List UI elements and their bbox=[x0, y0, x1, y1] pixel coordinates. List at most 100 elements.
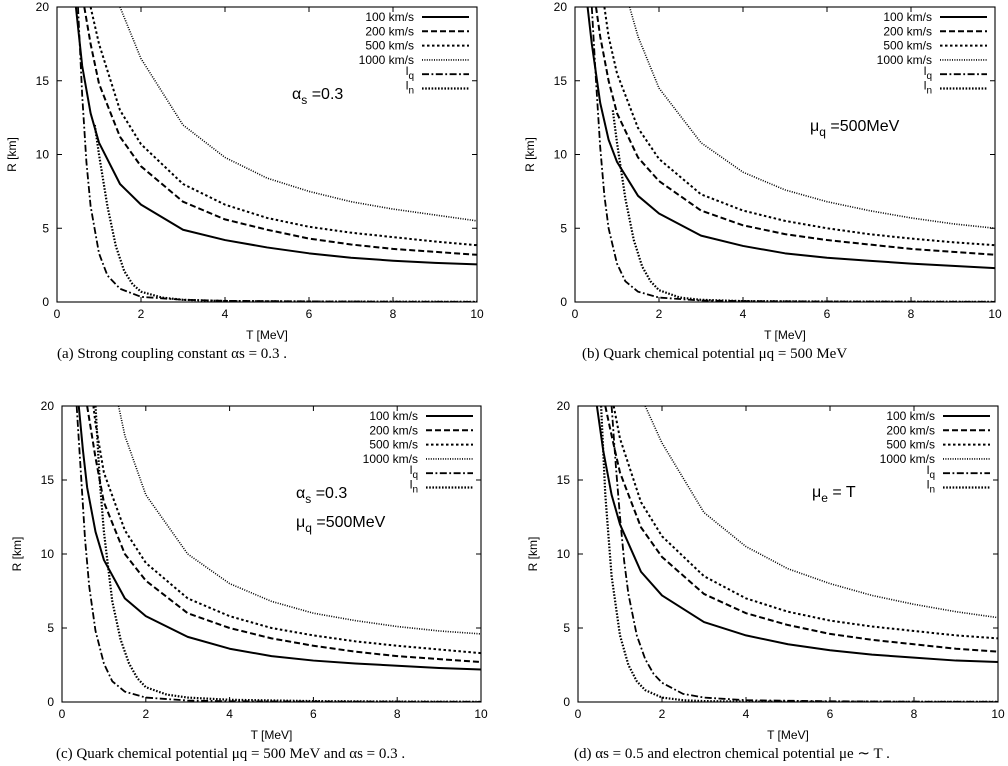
legend-label: lq bbox=[927, 463, 935, 481]
x-tick-label: 6 bbox=[827, 707, 834, 721]
series-line bbox=[595, 7, 995, 256]
x-axis-label: T [MeV] bbox=[246, 328, 288, 342]
y-axis-label: R [km] bbox=[5, 137, 19, 172]
legend-label: lq bbox=[924, 64, 932, 82]
y-tick-label: 15 bbox=[557, 473, 571, 487]
x-tick-label: 10 bbox=[988, 307, 1002, 321]
x-axis-label: T [MeV] bbox=[767, 728, 809, 742]
legend-label: 500 km/s bbox=[886, 438, 935, 452]
plot-annotation: μq =500MeV bbox=[296, 514, 386, 535]
legend-label: 100 km/s bbox=[883, 10, 932, 24]
series-line bbox=[600, 406, 998, 702]
y-tick-label: 5 bbox=[47, 621, 54, 635]
series-group bbox=[595, 406, 998, 702]
x-axis-label: T [MeV] bbox=[251, 728, 293, 742]
x-tick-label: 4 bbox=[740, 307, 747, 321]
x-tick-label: 0 bbox=[572, 307, 579, 321]
x-tick-label: 8 bbox=[390, 307, 397, 321]
series-line bbox=[117, 406, 481, 635]
y-tick-label: 10 bbox=[557, 547, 571, 561]
y-tick-label: 10 bbox=[554, 148, 568, 162]
legend-label: ln bbox=[410, 478, 418, 496]
x-tick-label: 0 bbox=[59, 707, 66, 721]
legend-label: 200 km/s bbox=[365, 24, 414, 38]
y-tick-label: 0 bbox=[563, 695, 570, 709]
y-tick-label: 0 bbox=[560, 295, 567, 309]
x-tick-label: 0 bbox=[575, 707, 582, 721]
series-line bbox=[644, 406, 998, 619]
x-tick-label: 2 bbox=[138, 307, 145, 321]
legend-label: 200 km/s bbox=[886, 423, 935, 437]
legend-label: lq bbox=[406, 64, 414, 82]
legend-label: 500 km/s bbox=[365, 39, 414, 53]
plot-frame bbox=[577, 405, 999, 703]
x-tick-label: 2 bbox=[656, 307, 663, 321]
legend-label: 200 km/s bbox=[369, 423, 418, 437]
panel-caption: (c) Quark chemical potential μq = 500 Me… bbox=[56, 746, 405, 762]
series-line bbox=[595, 406, 998, 664]
y-tick-label: 15 bbox=[36, 74, 50, 88]
series-line bbox=[89, 7, 477, 247]
y-tick-label: 20 bbox=[554, 0, 568, 14]
x-tick-label: 8 bbox=[394, 707, 401, 721]
chart-d: 0 2 4 6 8 10 0 5 10 15 20 T [MeV] R [km] 100 km/s200 … bbox=[526, 399, 1005, 742]
y-tick-label: 15 bbox=[554, 74, 568, 88]
x-tick-label: 4 bbox=[222, 307, 229, 321]
y-axis-label: R [km] bbox=[523, 137, 537, 172]
legend-label: 100 km/s bbox=[365, 10, 414, 24]
series-line bbox=[83, 7, 477, 256]
legend-label: 200 km/s bbox=[883, 24, 932, 38]
chart-b: 0 2 4 6 8 10 0 5 10 15 20 T [MeV] R [km] 100 km/s200 … bbox=[523, 0, 1002, 342]
x-tick-label: 2 bbox=[659, 707, 666, 721]
series-line bbox=[590, 7, 995, 302]
legend-label: lq bbox=[410, 463, 418, 481]
y-tick-label: 5 bbox=[563, 621, 570, 635]
plot-annotation: αs =0.3 bbox=[292, 86, 343, 107]
legend-label: 500 km/s bbox=[369, 438, 418, 452]
x-tick-label: 0 bbox=[54, 307, 61, 321]
y-tick-label: 0 bbox=[42, 295, 49, 309]
series-line bbox=[77, 7, 477, 302]
chart-a: 0 2 4 6 8 10 0 5 10 15 20 T [MeV] R [km] 100 km/s200 … bbox=[5, 0, 484, 342]
x-tick-label: 4 bbox=[226, 707, 233, 721]
y-axis-label: R [km] bbox=[526, 537, 540, 572]
legend-label: 1000 km/s bbox=[359, 53, 414, 67]
plot-annotation: μq =500MeV bbox=[810, 118, 900, 139]
x-tick-label: 10 bbox=[470, 307, 484, 321]
x-tick-label: 8 bbox=[911, 707, 918, 721]
x-tick-label: 2 bbox=[142, 707, 149, 721]
chart-c: 0 2 4 6 8 10 0 5 10 15 20 T [MeV] R [km] 100 km/s200 … bbox=[10, 399, 488, 742]
series-line bbox=[604, 406, 998, 653]
y-axis-label: R [km] bbox=[10, 537, 24, 572]
legend-label: 100 km/s bbox=[886, 409, 935, 423]
series-line bbox=[611, 110, 995, 302]
series-group bbox=[586, 7, 995, 302]
legend-label: 1000 km/s bbox=[363, 452, 418, 466]
series-line bbox=[74, 7, 477, 266]
series-group bbox=[74, 7, 477, 302]
panel-caption: (a) Strong coupling constant αs = 0.3 . bbox=[57, 346, 287, 362]
series-line bbox=[586, 7, 995, 270]
x-tick-label: 10 bbox=[474, 707, 488, 721]
series-group bbox=[75, 406, 481, 702]
y-tick-label: 10 bbox=[36, 148, 50, 162]
series-line bbox=[86, 406, 481, 664]
series-line bbox=[77, 406, 481, 671]
series-line bbox=[603, 7, 995, 247]
x-tick-label: 6 bbox=[306, 307, 313, 321]
panel-caption: (b) Quark chemical potential μq = 500 Me… bbox=[582, 346, 847, 362]
y-tick-label: 20 bbox=[557, 399, 571, 413]
panel-caption: (d) αs = 0.5 and electron chemical poten… bbox=[574, 746, 890, 762]
plot-annotation: μe = T bbox=[812, 484, 856, 505]
x-tick-label: 4 bbox=[743, 707, 750, 721]
series-line bbox=[628, 7, 995, 230]
legend-label: ln bbox=[927, 478, 935, 496]
y-tick-label: 20 bbox=[36, 0, 50, 14]
x-tick-label: 10 bbox=[991, 707, 1005, 721]
plot-frame bbox=[574, 6, 996, 303]
